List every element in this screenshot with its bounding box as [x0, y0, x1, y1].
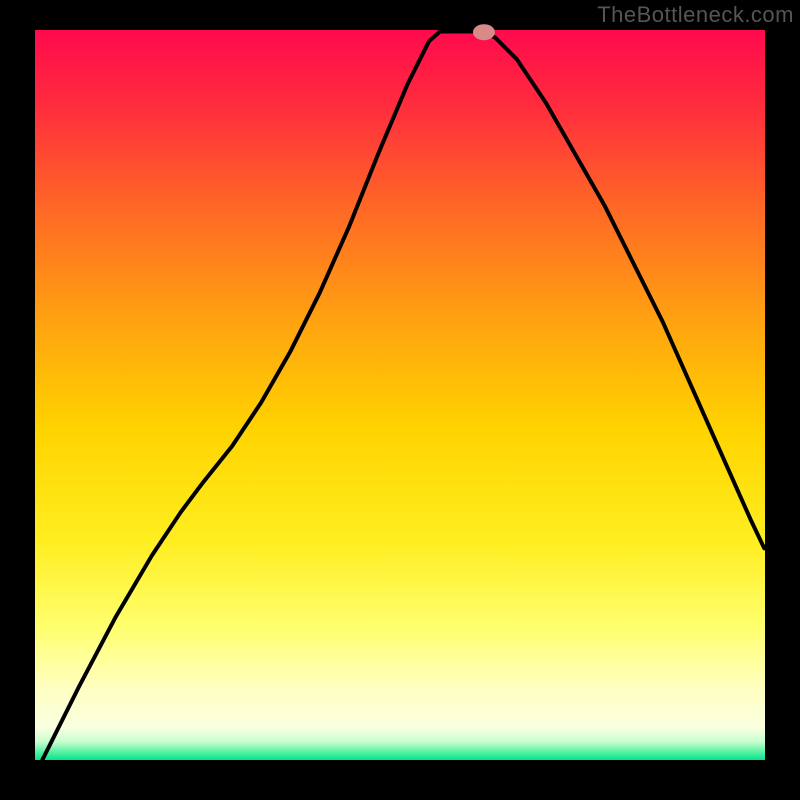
bottleneck-chart — [0, 0, 800, 800]
watermark-text: TheBottleneck.com — [597, 2, 794, 28]
plot-background — [35, 30, 765, 760]
optimal-marker — [473, 24, 495, 40]
chart-container: TheBottleneck.com — [0, 0, 800, 800]
